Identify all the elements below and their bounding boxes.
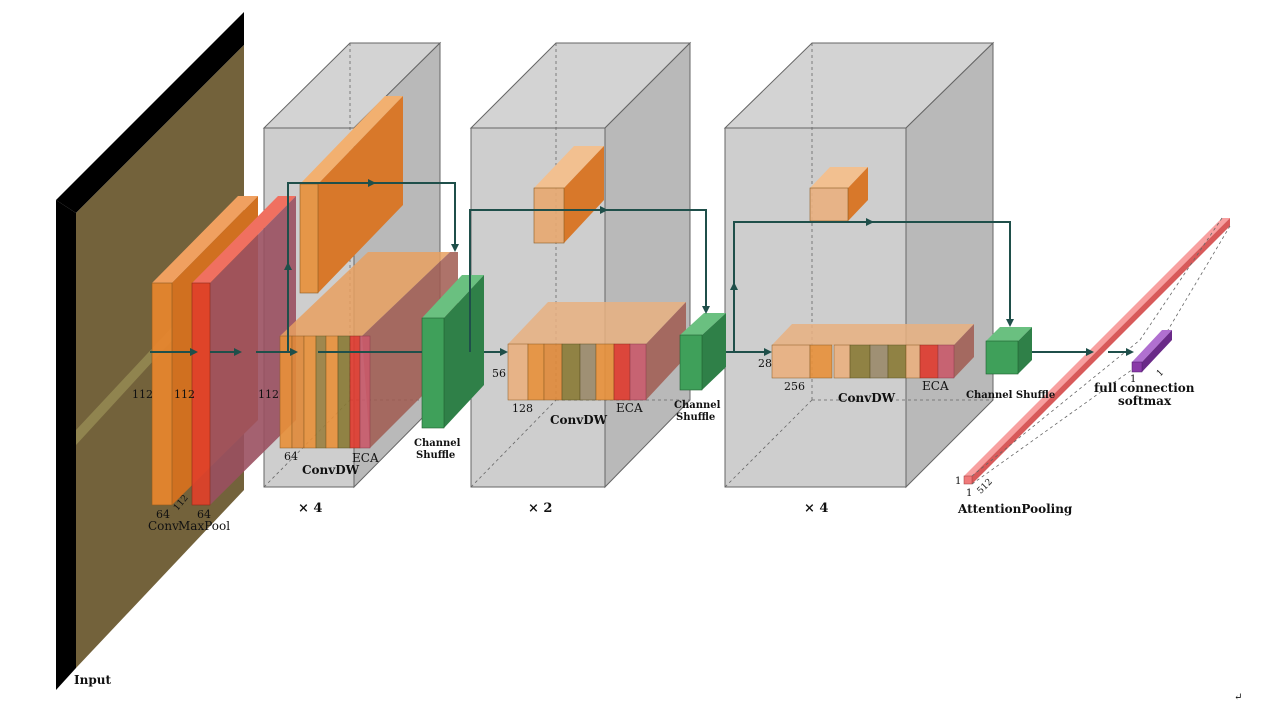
label-ap-512: 512 [976,477,995,496]
label-ap-1-b: 1 [966,488,972,499]
label-repeat-1: × 4 [298,501,322,516]
label-fc-1-a: 1 [1130,374,1136,385]
label-128: 128 [512,402,533,415]
maxpool-layer [191,196,296,506]
label-56: 56 [492,367,506,380]
stage3-branch-block [809,167,868,222]
label-shuffle-2: Shuffle [676,412,715,423]
label-eca-2: ECA [616,401,643,415]
stage3-channel-shuffle [985,327,1032,375]
stage2-channel-shuffle [679,313,726,391]
label-fc-1-b: 1 [1155,368,1166,379]
label-shuffle-1: Shuffle [416,450,455,461]
label-256: 256 [784,380,805,393]
stage1-branch-block [299,96,403,294]
stage1-channel-shuffle [421,275,484,429]
label-112-c: 112 [258,388,279,401]
label-repeat-3: × 4 [804,501,828,516]
label-full: full [1094,381,1117,395]
stage2-branch-block [533,146,604,244]
label-112-b: 112 [174,388,195,401]
stage1-convdw-stack [279,252,458,449]
fc-softmax-block [1131,330,1172,373]
label-eca-3: ECA [922,379,949,393]
label-channel-2: Channel [674,400,721,411]
label-channel-shuffle-3: Channel Shuffle [966,390,1055,401]
attention-pooling-bar [963,217,1231,485]
stage-box-3 [723,41,995,489]
label-convdw-3: ConvDW [838,391,896,405]
stage3-convdw-stack [771,324,974,379]
label-maxpool: MaxPool [178,519,230,533]
label-eca-1: ECA [352,451,379,465]
stage2-convdw-stack [507,302,686,401]
label-repeat-2: × 2 [528,501,552,516]
label-channel-1: Channel [414,438,461,449]
label-ap-1-a: 1 [955,476,961,487]
label-64-stage1: 64 [284,450,298,463]
label-input: Input [74,673,111,687]
label-convdw-2: ConvDW [550,413,608,427]
label-112-a: 112 [132,388,153,401]
label-64-conv: 64 [156,508,170,521]
label-connection: connection [1120,381,1195,395]
arrow-heads [190,179,1134,356]
label-28: 28 [758,357,772,370]
label-64-pool: 64 [197,508,211,521]
label-conv: Conv [148,519,179,533]
label-softmax: softmax [1118,394,1172,408]
label-convdw-1: ConvDW [302,463,360,477]
label-attention-pooling: AttentionPooling [957,502,1073,516]
return-mark-icon: ↵ [1234,692,1242,702]
